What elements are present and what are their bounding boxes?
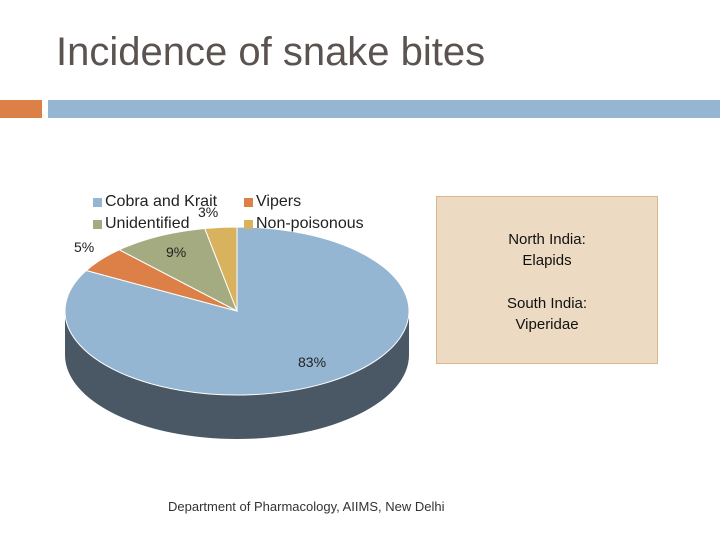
pie-side-cobra-and-krait <box>65 311 409 439</box>
region-info-box: North India: Elapids South India: Viperi… <box>436 196 658 364</box>
legend-swatch-cobra-and-krait <box>93 197 102 207</box>
data-label-cobra-and-krait: 83% <box>298 354 327 370</box>
legend-label: Unidentified <box>105 215 190 232</box>
legend-swatch-unidentified <box>93 219 102 229</box>
title-accent-bar-orange <box>0 100 42 118</box>
legend-item-cobra-and-krait: Cobra and Krait <box>93 193 217 211</box>
legend-label: Cobra and Krait <box>105 193 218 210</box>
south-india-value: Viperidae <box>515 316 579 333</box>
data-label-vipers: 5% <box>74 239 95 255</box>
legend-label: Vipers <box>256 193 302 210</box>
data-label-unidentified: 9% <box>166 244 187 260</box>
footer-credit: Department of Pharmacology, AIIMS, New D… <box>168 499 445 514</box>
north-india-value: Elapids <box>522 252 572 269</box>
pie-slice-unidentified <box>118 227 238 313</box>
legend-item-vipers: Vipers <box>244 193 301 211</box>
pie-tops <box>64 226 410 396</box>
legend-swatch-non-poisonous <box>244 219 253 229</box>
pie-slice-non-poisonous <box>204 226 238 312</box>
legend-label: Non-poisonous <box>256 215 364 232</box>
title-accent-bar-blue <box>48 100 720 118</box>
legend-swatch-vipers <box>244 197 253 207</box>
legend-item-non-poisonous: Non-poisonous <box>244 215 364 233</box>
south-india-label: South India: <box>506 295 588 312</box>
slide-title: Incidence of snake bites <box>56 30 486 74</box>
legend-item-unidentified: Unidentified <box>93 215 190 233</box>
data-label-non-poisonous: 3% <box>198 204 219 220</box>
pie-sides <box>65 311 409 439</box>
north-india-label: North India: <box>508 231 586 248</box>
